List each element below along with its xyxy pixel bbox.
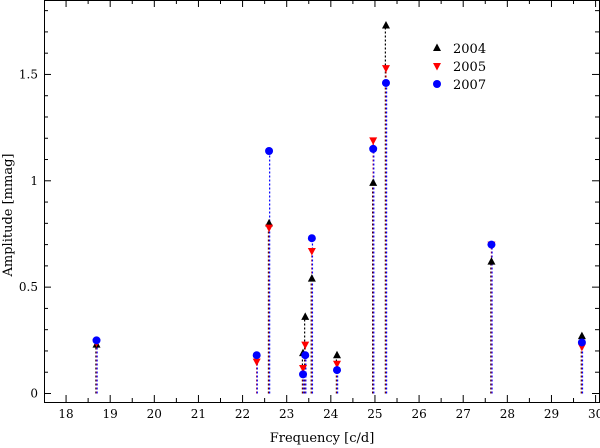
y-tick-label: 1	[30, 174, 38, 188]
x-tick-label: 30	[588, 407, 600, 421]
legend: 2004 2005 2007	[429, 36, 506, 98]
point-2004	[265, 218, 274, 227]
x-tick-label: 26	[411, 407, 426, 421]
axis-ticks: 18 19 20 21 22 23 24 25 26 27 28 29 30 0 0.5 1 1.5	[19, 0, 600, 421]
legend-label: 2005	[453, 60, 486, 75]
point-2004	[301, 312, 310, 320]
point-2007	[333, 366, 342, 375]
x-tick-label: 18	[58, 407, 73, 421]
legend-marker-2005	[433, 63, 441, 71]
x-tick-label: 28	[500, 407, 515, 421]
data-markers	[92, 21, 586, 379]
legend-label: 2004	[453, 42, 486, 57]
x-tick-label: 20	[147, 407, 162, 421]
point-2007	[381, 78, 390, 87]
legend-marker-2007	[433, 80, 441, 88]
x-tick-label: 27	[456, 407, 471, 421]
axes	[44, 0, 600, 403]
x-tick-label: 19	[103, 407, 118, 421]
point-2005	[307, 247, 316, 256]
point-2004	[307, 274, 316, 282]
point-2007	[265, 147, 274, 156]
point-2005	[265, 224, 274, 233]
point-2005	[252, 358, 261, 367]
point-2004	[577, 331, 586, 340]
x-tick-label: 21	[191, 407, 206, 421]
legend-marker-2004	[433, 43, 441, 51]
point-2007	[301, 351, 310, 360]
x-tick-label: 24	[323, 407, 339, 421]
point-2004	[381, 21, 390, 29]
point-2007	[369, 144, 378, 153]
y-tick-label: 1.5	[19, 67, 38, 81]
point-2007	[299, 370, 308, 379]
x-axis-title: Frequency [c/d]	[270, 431, 375, 446]
x-tick-label: 23	[279, 407, 294, 421]
legend-label: 2007	[453, 78, 486, 93]
y-axis-title: Amplitude [mmag]	[1, 154, 16, 278]
point-2005	[381, 65, 390, 73]
point-2004	[333, 350, 342, 359]
y-tick-label: 0.5	[19, 280, 38, 294]
legend-box	[429, 36, 506, 98]
plot-frame	[44, 0, 600, 403]
point-2007	[487, 240, 496, 249]
point-2005	[299, 364, 308, 373]
x-tick-label: 22	[235, 407, 250, 421]
y-tick-label: 0	[30, 386, 38, 400]
point-2005	[301, 341, 310, 350]
point-2005	[333, 360, 342, 369]
point-2004	[369, 178, 378, 186]
point-2005	[369, 137, 378, 145]
x-tick-label: 29	[544, 407, 559, 421]
point-2007	[252, 351, 261, 360]
point-2004	[487, 257, 496, 265]
x-tick-label: 25	[367, 407, 382, 421]
point-2007	[307, 234, 316, 243]
point-2007	[92, 336, 101, 345]
point-2007	[577, 338, 586, 347]
stem-lines	[95, 25, 584, 394]
